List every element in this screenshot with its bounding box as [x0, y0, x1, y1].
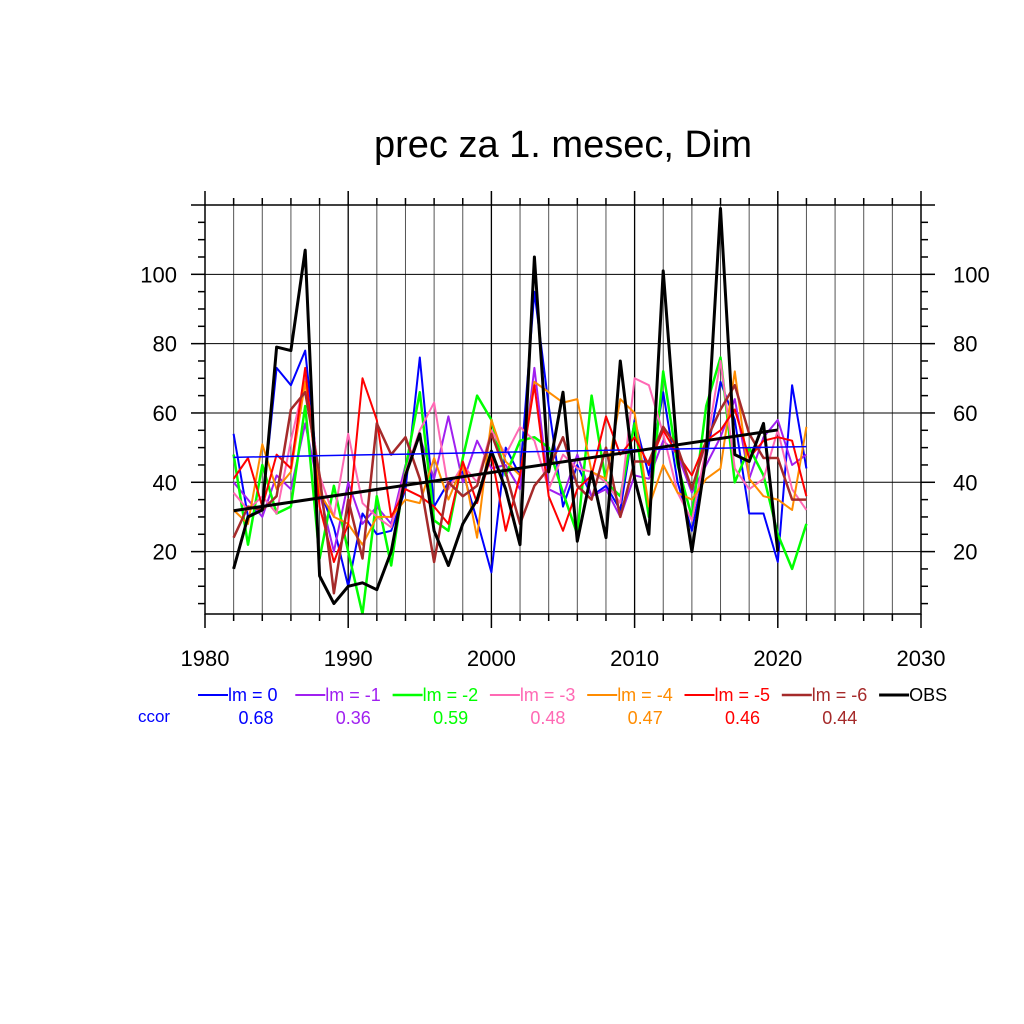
y-tick-label-right: 20: [953, 540, 977, 565]
y-tick-label-right: 100: [953, 262, 990, 287]
y-tick-label: 20: [153, 540, 177, 565]
ccor-value: 0.68: [238, 708, 273, 728]
series-line: [232, 366, 808, 563]
plot-frame: [204, 204, 922, 615]
x-tick-label: 1980: [181, 646, 230, 671]
x-tick-label: 1990: [324, 646, 373, 671]
ccor-value: 0.59: [433, 708, 468, 728]
trend-line: [233, 445, 807, 459]
ccor-value: 0.44: [822, 708, 857, 728]
legend-item: lm = -5 0.46: [684, 685, 771, 728]
plot-area: [232, 207, 808, 614]
x-tick-label: 2000: [467, 646, 516, 671]
y-tick-label-right: 40: [953, 470, 977, 495]
legend-label: lm = -5: [715, 685, 771, 705]
x-tick-label: 2020: [753, 646, 802, 671]
y-tick-label: 80: [153, 332, 177, 357]
legend-label: lm = 0: [228, 685, 278, 705]
legend-label: lm = -1: [325, 685, 381, 705]
legend-item: lm = 0 0.68: [198, 685, 278, 728]
legend-label: lm = -6: [812, 685, 868, 705]
y-tick-label-right: 60: [953, 401, 977, 426]
y-tick-label-right: 80: [953, 332, 977, 357]
legend-item: OBS: [879, 685, 947, 705]
ccor-value: 0.36: [336, 708, 371, 728]
y-tick-label: 40: [153, 470, 177, 495]
ccor-value: 0.47: [628, 708, 663, 728]
y-tick-label: 100: [140, 262, 177, 287]
ccor-value: 0.48: [530, 708, 565, 728]
ccor-value: 0.46: [725, 708, 760, 728]
series-line: [232, 207, 780, 606]
legend-item: lm = -4 0.47: [587, 685, 673, 728]
legend-label: OBS: [909, 685, 947, 705]
legend-item: lm = -1 0.36: [295, 685, 381, 728]
legend-item: lm = -6 0.44: [781, 685, 868, 728]
legend-label: lm = -2: [423, 685, 479, 705]
legend-label: lm = -4: [617, 685, 673, 705]
x-tick-label: 2030: [897, 646, 946, 671]
chart-title: prec za 1. mesec, Dim: [374, 124, 752, 166]
ccor-label: ccor: [138, 707, 170, 726]
y-tick-label: 60: [153, 401, 177, 426]
trend-line: [233, 428, 779, 513]
legend-label: lm = -3: [520, 685, 576, 705]
series-line: [232, 366, 807, 553]
legend-item: lm = -3 0.48: [489, 685, 576, 728]
series-line: [232, 360, 808, 529]
x-tick-label: 2010: [610, 646, 659, 671]
legend-item: lm = -2 0.59: [392, 685, 479, 728]
